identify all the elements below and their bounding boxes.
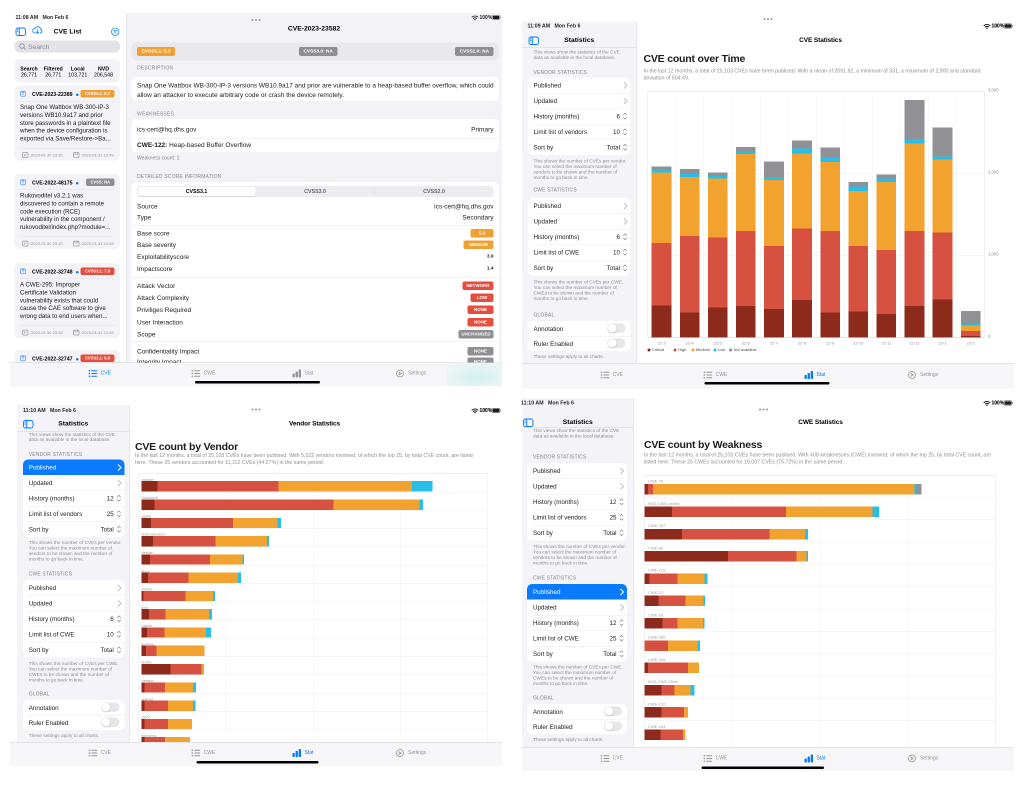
svg-text:P: P [24,330,27,335]
svg-text:P: P [24,152,27,157]
svg-text:P: P [24,241,27,246]
